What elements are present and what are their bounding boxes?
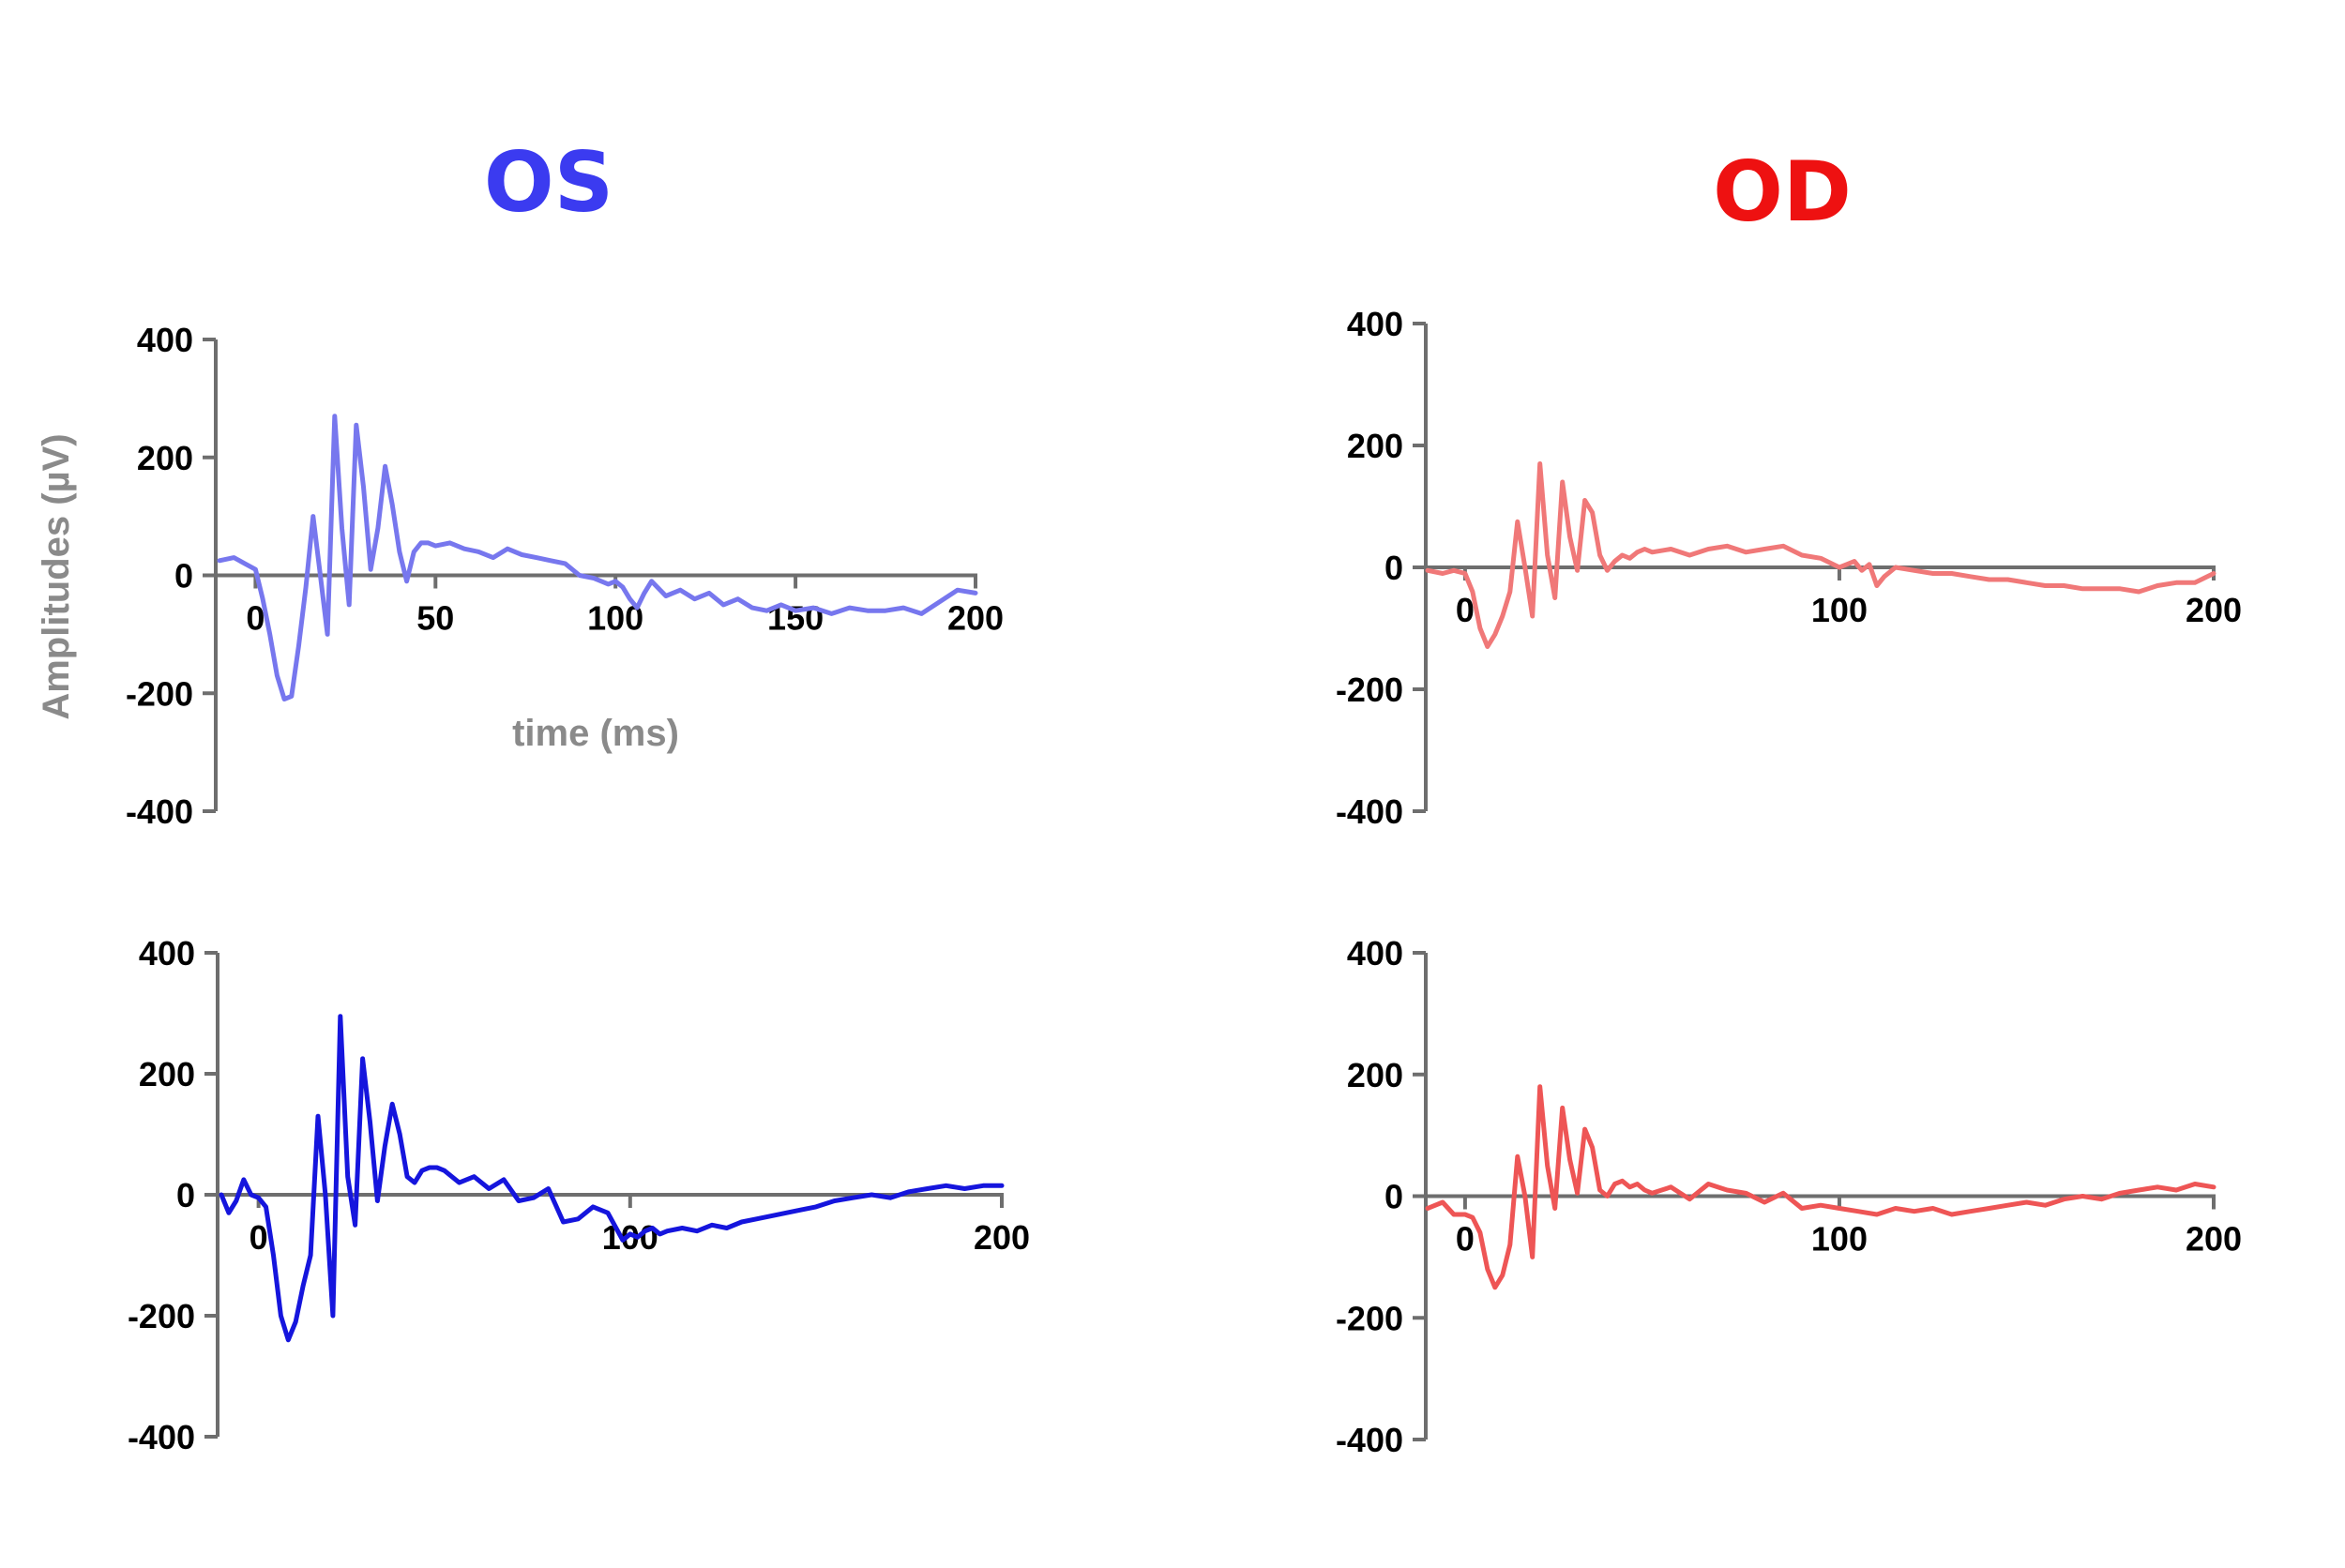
y-tick-label-od-1-0: 400 xyxy=(1347,305,1403,343)
x-tick-label-os-1-0: 0 xyxy=(246,599,265,638)
x-tick-label-od-1-2: 200 xyxy=(2186,591,2242,629)
y-tick-label-os-2-0: 400 xyxy=(139,934,195,972)
panel-od-2: 400 200 0 -200 -400 0 100 200 xyxy=(1336,934,2242,1459)
y-tick-label-od-1-2: 0 xyxy=(1384,549,1403,587)
x-tick-label-od-1-1: 100 xyxy=(1811,591,1868,629)
y-tick-label-od-2-4: -400 xyxy=(1336,1421,1403,1459)
series-line-od-2 xyxy=(1425,1084,2216,1290)
x-tick-label-od-2-2: 200 xyxy=(2186,1220,2242,1259)
panel-od-1: 400 200 0 -200 -400 0 100 200 xyxy=(1336,305,2242,831)
y-tick-label-od-1-4: -400 xyxy=(1336,792,1403,831)
y-tick-label-os-2-1: 200 xyxy=(139,1055,195,1093)
x-tick-label-od-2-0: 0 xyxy=(1456,1220,1475,1259)
title-od: OD xyxy=(1713,143,1852,240)
x-tick-label-os-2-2: 200 xyxy=(974,1218,1030,1257)
y-tick-label-od-1-3: -200 xyxy=(1336,671,1403,709)
y-tick-label-od-2-0: 400 xyxy=(1347,934,1403,972)
x-tick-label-od-2-1: 100 xyxy=(1811,1220,1868,1259)
y-tick-label-os-1-4: -400 xyxy=(126,792,193,831)
y-tick-label-od-2-3: -200 xyxy=(1336,1299,1403,1337)
x-axis-title-os-1: time (ms) xyxy=(512,713,679,754)
y-tick-label-os-2-4: -400 xyxy=(128,1418,195,1456)
x-tick-label-os-1-4: 200 xyxy=(947,599,1004,638)
x-tick-label-os-1-1: 50 xyxy=(416,599,454,638)
y-axis-title-os-1: Amplitudes (µV) xyxy=(36,433,77,719)
y-tick-label-os-2-3: -200 xyxy=(128,1297,195,1335)
y-tick-label-os-1-1: 200 xyxy=(137,439,193,477)
series-line-od-1 xyxy=(1425,461,2216,649)
y-tick-label-od-1-1: 200 xyxy=(1347,427,1403,465)
x-tick-label-os-2-0: 0 xyxy=(250,1218,268,1257)
y-tick-label-od-2-1: 200 xyxy=(1347,1056,1403,1094)
series-line-os-2 xyxy=(219,1014,1005,1343)
y-tick-label-os-1-0: 400 xyxy=(137,321,193,359)
panel-os-2: 400 200 0 -200 -400 0 100 200 xyxy=(128,934,1030,1456)
series-line-os-1 xyxy=(217,414,978,701)
title-os: OS xyxy=(484,134,613,231)
x-tick-label-od-1-0: 0 xyxy=(1456,591,1475,629)
y-tick-label-os-2-2: 0 xyxy=(176,1176,195,1214)
x-tick-label-os-2-1: 100 xyxy=(602,1218,658,1257)
y-tick-label-os-1-3: -200 xyxy=(126,674,193,713)
y-tick-label-os-1-2: 0 xyxy=(174,557,193,596)
y-tick-label-od-2-2: 0 xyxy=(1384,1178,1403,1216)
